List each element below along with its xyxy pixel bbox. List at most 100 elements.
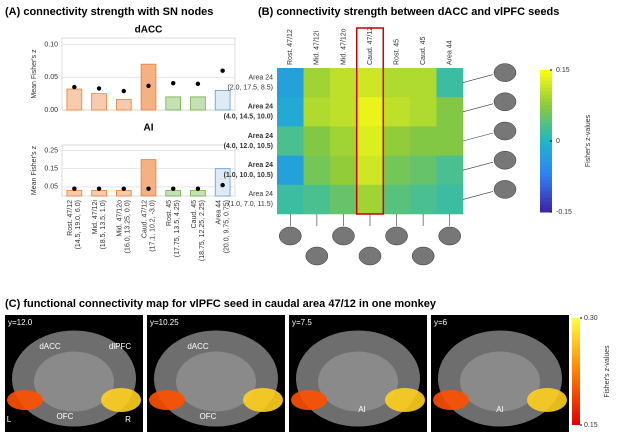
mean-dot bbox=[171, 186, 176, 191]
brain-inner bbox=[34, 351, 114, 412]
colorbar-step bbox=[540, 77, 552, 82]
arrow bbox=[462, 74, 494, 83]
colorbar-step bbox=[540, 137, 552, 142]
y-tick-label: 0.05 bbox=[44, 74, 58, 81]
colorbar-step bbox=[540, 180, 552, 185]
x-tick-label: Rost. 47/12 bbox=[67, 200, 74, 236]
heatmap-cell bbox=[409, 155, 437, 186]
colorbar-step bbox=[540, 172, 552, 177]
column-label: Mid. 47/12i bbox=[314, 30, 321, 65]
annotation: OFC bbox=[200, 412, 217, 421]
heatmap-cell bbox=[409, 97, 437, 127]
annotation: L bbox=[7, 415, 12, 424]
arrow bbox=[462, 103, 494, 113]
heatmap-cell bbox=[409, 184, 437, 215]
heatmap-cell bbox=[330, 126, 358, 156]
colorbar-label: Fisher's z-values bbox=[604, 345, 611, 398]
heatmap-cell bbox=[436, 68, 464, 98]
x-tick-sublabel: (14.5, 19.0, 6.0) bbox=[75, 200, 82, 249]
brain-thumbnail bbox=[493, 92, 517, 112]
mean-dot bbox=[171, 80, 176, 86]
arrow bbox=[462, 191, 494, 200]
brain-thumbnail bbox=[385, 226, 408, 246]
heatmap-cell bbox=[303, 97, 331, 127]
heatmap-cell bbox=[436, 126, 464, 156]
x-tick-sublabel: (18.75, 12.25, 2.25) bbox=[199, 200, 206, 261]
column-label: Caud. 47/12 bbox=[367, 27, 374, 65]
colorbar-step bbox=[540, 80, 552, 85]
heatmap-cell bbox=[303, 184, 331, 215]
heatmap-cell bbox=[436, 97, 464, 127]
heatmap-cell bbox=[277, 184, 304, 215]
x-tick-sublabel: (20.0, 9.75, 0.75) bbox=[223, 200, 230, 253]
heatmap-cell bbox=[383, 184, 411, 215]
activation bbox=[291, 390, 327, 410]
heatmap-cell bbox=[277, 126, 304, 156]
row-label: Area 24 bbox=[248, 162, 273, 169]
bar bbox=[214, 89, 231, 111]
row-sublabel: (4.0, 12.0, 10.5) bbox=[224, 143, 273, 150]
heatmap-cell bbox=[356, 97, 384, 127]
mean-dot bbox=[72, 84, 77, 90]
annotation: dlPFC bbox=[109, 342, 131, 351]
colorbar-label: Fisher's z-values bbox=[585, 114, 592, 167]
x-tick-label: Mid. 47/12i bbox=[92, 200, 99, 235]
colorbar-step bbox=[540, 133, 552, 138]
bar bbox=[165, 96, 182, 111]
heatmap-cell bbox=[277, 97, 304, 127]
colorbar-tick-label: -0.15 bbox=[556, 209, 572, 216]
brain-thumbnail bbox=[411, 246, 435, 266]
colorbar-step bbox=[540, 176, 552, 181]
heatmap-cell bbox=[356, 155, 384, 186]
panel-title: (C) functional connectivity map for vlPF… bbox=[5, 298, 437, 310]
row-sublabel: (2.0, 17.5, 8.5) bbox=[227, 84, 273, 91]
y-axis-label: Mean Fisher's z bbox=[31, 145, 38, 195]
brain-thumbnail bbox=[493, 121, 517, 141]
column-label: Rost. 47/12 bbox=[287, 29, 294, 65]
annotation: OFC bbox=[57, 412, 74, 421]
colorbar-step bbox=[540, 116, 552, 121]
colorbar-step bbox=[540, 98, 552, 103]
colorbar-step bbox=[540, 73, 552, 78]
mean-dot bbox=[96, 86, 102, 91]
bar bbox=[91, 190, 107, 197]
x-tick-label: Caud. 47/12 bbox=[141, 200, 148, 238]
y-tick-label: 0.15 bbox=[44, 166, 58, 173]
chart-title: dACC bbox=[135, 25, 163, 36]
colorbar-step bbox=[540, 144, 552, 149]
x-tick-label: Area 44 bbox=[215, 200, 222, 225]
column-label: Mid. 47/12o bbox=[340, 28, 347, 65]
mean-dot bbox=[146, 83, 151, 88]
brain-thumbnail bbox=[279, 226, 302, 246]
x-tick-sublabel: (16.0, 13.25, 0.0) bbox=[125, 200, 132, 253]
arrow bbox=[462, 132, 494, 142]
colorbar-step bbox=[540, 158, 552, 163]
colorbar bbox=[572, 318, 580, 425]
annotation: dACC bbox=[187, 342, 209, 351]
colorbar-step bbox=[540, 169, 552, 174]
row-label: Area 24 bbox=[248, 191, 273, 198]
y-axis-label: Mean Fisher's z bbox=[31, 49, 38, 99]
colorbar-step bbox=[540, 91, 552, 96]
colorbar-step bbox=[540, 87, 552, 92]
row-label: Area 24 bbox=[248, 104, 273, 111]
row-label: Area 24 bbox=[248, 133, 273, 140]
colorbar-step bbox=[540, 109, 552, 114]
heatmap-cell bbox=[383, 126, 411, 156]
bar bbox=[115, 99, 132, 111]
brain-thumbnail bbox=[493, 63, 517, 82]
mean-dot bbox=[121, 88, 126, 94]
brain-thumbnail bbox=[493, 180, 517, 199]
row-sublabel: (4.0, 14.5, 10.0) bbox=[224, 114, 273, 121]
slice-label: y=6 bbox=[434, 318, 448, 327]
activation bbox=[385, 388, 425, 412]
slice-label: y=10.25 bbox=[150, 318, 179, 327]
heatmap-cell bbox=[277, 68, 304, 98]
panel-title: (B) connectivity strength between dACC a… bbox=[258, 6, 559, 18]
colorbar-tick-label: 0.30 bbox=[584, 315, 598, 322]
heatmap-cell bbox=[330, 68, 358, 98]
colorbar-step bbox=[540, 155, 552, 160]
colorbar-step bbox=[540, 190, 552, 195]
colorbar-step bbox=[540, 105, 552, 110]
